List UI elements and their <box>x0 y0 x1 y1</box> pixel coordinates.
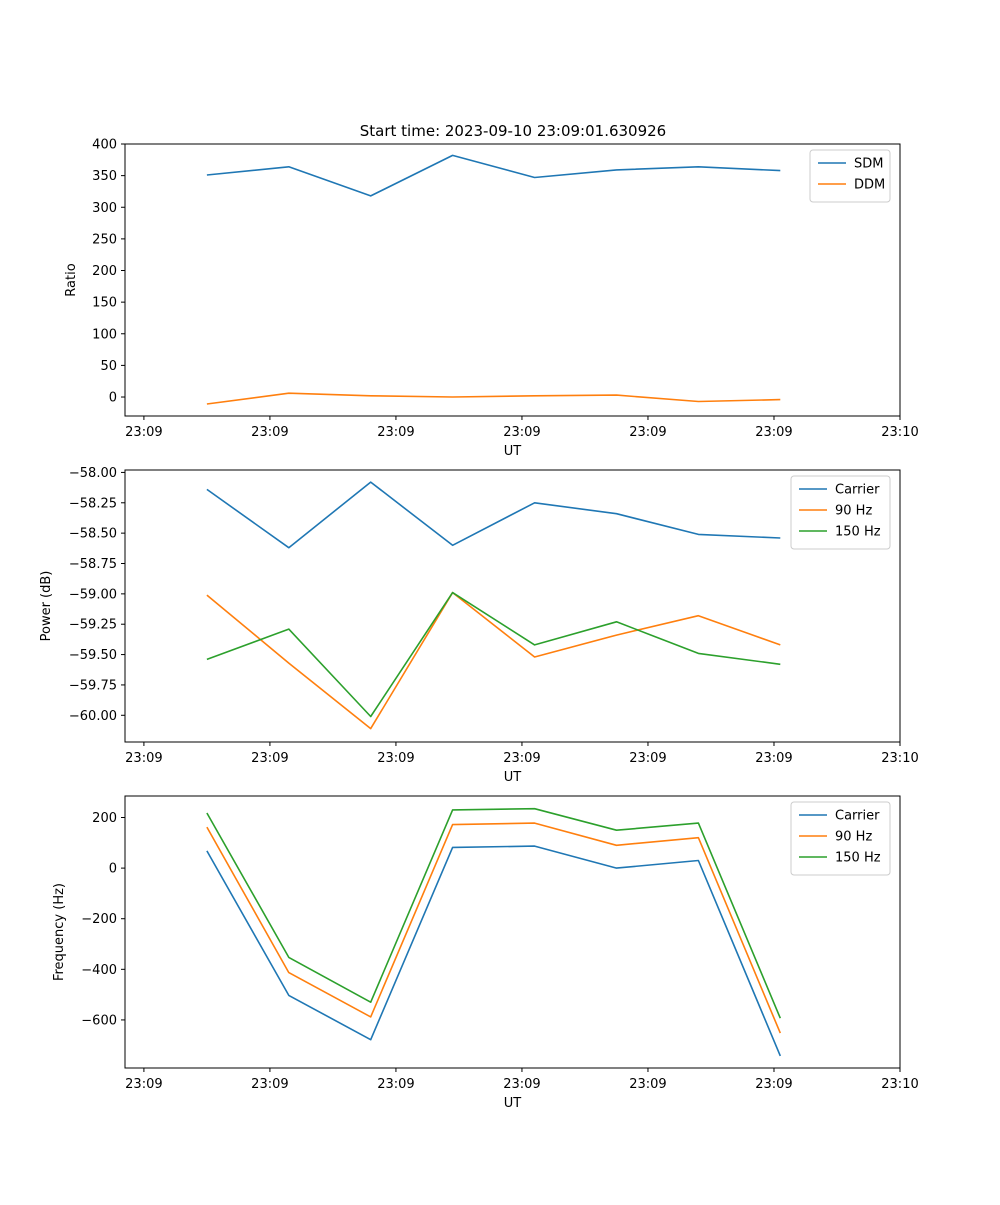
x-tick-label: 23:09 <box>377 1077 414 1092</box>
y-tick-label: −59.50 <box>69 648 117 663</box>
y-tick-label: −60.00 <box>69 709 117 724</box>
x-tick-label: 23:09 <box>503 425 540 440</box>
x-tick-label: 23:09 <box>755 1077 792 1092</box>
x-tick-label: 23:09 <box>755 425 792 440</box>
x-tick-label: 23:09 <box>755 751 792 766</box>
y-tick-label: 200 <box>92 811 117 826</box>
x-tick-label: 23:10 <box>881 1077 918 1092</box>
x-tick-label: 23:10 <box>881 751 918 766</box>
x-tick-label: 23:09 <box>377 751 414 766</box>
y-axis-label: Ratio <box>64 263 79 296</box>
y-tick-label: 300 <box>92 201 117 216</box>
legend-entry-label: SDM <box>854 157 883 172</box>
series-line-sdm <box>206 154 781 197</box>
y-tick-label: 250 <box>92 232 117 247</box>
series-line-carrier <box>206 845 782 1057</box>
chart-panel-2: 23:09 23:09 23:09 23:09 23:09 23:09 23:10 −58.0… <box>39 466 919 785</box>
y-tick-label: −58.25 <box>69 496 117 511</box>
y-tick-label: 50 <box>100 359 117 374</box>
y-tick-label: −59.75 <box>69 678 117 693</box>
y-tick-label: −58.75 <box>69 557 117 572</box>
x-axis-label: UT <box>504 444 522 459</box>
series-line-90-hz <box>206 822 782 1034</box>
chart-panel-1: 23:09 23:09 23:09 23:09 23:09 23:09 23:10 0 50 10… <box>64 138 919 460</box>
axes-frame <box>124 469 901 743</box>
x-tick-label: 23:09 <box>125 1077 162 1092</box>
axes-frame <box>124 795 901 1069</box>
y-tick-label: −59.00 <box>69 587 117 602</box>
y-tick-label: −58.00 <box>69 466 117 481</box>
y-tick-label: 400 <box>92 138 117 153</box>
legend: Carrier 90 Hz 150 Hz <box>790 801 891 876</box>
x-tick-label: 23:09 <box>629 425 666 440</box>
x-axis-label: UT <box>504 1096 522 1111</box>
legend-entry-label: DDM <box>854 178 885 193</box>
chart-panel-3: 23:09 23:09 23:09 23:09 23:09 23:09 23:10 200 0 −… <box>52 795 919 1111</box>
x-axis-label: UT <box>504 770 522 785</box>
x-tick-label: 23:09 <box>629 1077 666 1092</box>
y-tick-label: −59.25 <box>69 618 117 633</box>
y-tick-label: −200 <box>81 912 117 927</box>
series-line-ddm <box>206 392 781 405</box>
y-tick-label: −58.50 <box>69 527 117 542</box>
legend-entry-label: Carrier <box>835 809 880 824</box>
legend-entry-label: 150 Hz <box>835 851 881 866</box>
x-tick-label: 23:09 <box>251 1077 288 1092</box>
y-tick-label: −400 <box>81 963 117 978</box>
x-tick-label: 23:09 <box>251 751 288 766</box>
y-tick-label: 0 <box>109 391 117 406</box>
legend-entry-label: Carrier <box>835 483 880 498</box>
series-line-90-hz <box>206 591 781 730</box>
x-tick-label: 23:09 <box>377 425 414 440</box>
legend-entry-label: 150 Hz <box>835 525 881 540</box>
legend-entry-label: 90 Hz <box>835 830 872 845</box>
axes-frame <box>124 143 901 417</box>
x-tick-label: 23:10 <box>881 425 918 440</box>
y-tick-label: 200 <box>92 264 117 279</box>
y-axis-label: Frequency (Hz) <box>52 883 67 981</box>
y-tick-label: 350 <box>92 169 117 184</box>
x-tick-label: 23:09 <box>503 751 540 766</box>
series-line-150-hz <box>206 807 782 1019</box>
x-tick-label: 23:09 <box>125 751 162 766</box>
figure-title: Start time: 2023-09-10 23:09:01.630926 <box>360 122 666 140</box>
y-tick-label: 0 <box>109 862 117 877</box>
x-tick-label: 23:09 <box>503 1077 540 1092</box>
series-line-150-hz <box>206 591 781 718</box>
y-tick-label: 100 <box>92 327 117 342</box>
x-tick-label: 23:09 <box>251 425 288 440</box>
series-line-carrier <box>206 481 781 549</box>
legend: Carrier 90 Hz 150 Hz <box>790 475 891 550</box>
legend: SDM DDM <box>809 149 891 203</box>
y-axis-label: Power (dB) <box>39 571 54 642</box>
y-tick-label: −600 <box>81 1013 117 1028</box>
x-tick-label: 23:09 <box>629 751 666 766</box>
y-tick-label: 150 <box>92 296 117 311</box>
x-tick-label: 23:09 <box>125 425 162 440</box>
legend-entry-label: 90 Hz <box>835 504 872 519</box>
